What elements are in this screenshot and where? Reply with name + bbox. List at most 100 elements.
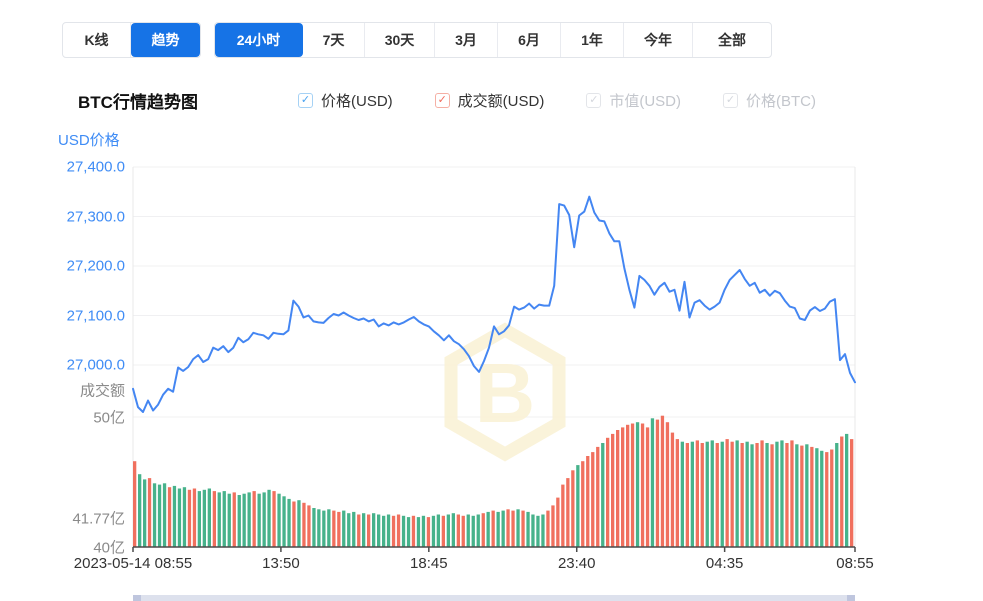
datazoom-right-handle[interactable] xyxy=(847,595,855,601)
volume-bar xyxy=(167,487,172,547)
volume-bar xyxy=(571,470,575,547)
volume-bar xyxy=(740,443,744,547)
tab-range-6[interactable]: 今年 xyxy=(624,23,693,57)
volume-bar xyxy=(695,440,699,547)
legend-item-1[interactable]: ✓ 成交额(USD) xyxy=(434,90,545,111)
volume-bar xyxy=(232,492,236,547)
volume-bar xyxy=(501,510,505,547)
price-tick-label: 27,400.0 xyxy=(66,158,125,176)
price-line-series xyxy=(132,195,856,413)
legend-item-2: ✓ 市值(USD) xyxy=(586,90,681,111)
checkbox-icon[interactable]: ✓ xyxy=(298,93,313,108)
volume-bar xyxy=(765,443,769,547)
time-tick-label: 18:45 xyxy=(410,555,448,572)
price-tick-label: 27,100.0 xyxy=(66,307,125,324)
checkbox-icon: ✓ xyxy=(723,93,739,108)
volume-bar xyxy=(441,515,445,547)
volume-bar xyxy=(138,474,142,547)
volume-bar xyxy=(566,478,570,547)
price-tick-label: 27,300.0 xyxy=(66,208,125,225)
watermark-logo-icon: B xyxy=(444,322,566,462)
volume-bar xyxy=(312,508,316,547)
volume-bar xyxy=(187,489,192,547)
volume-bar xyxy=(157,484,162,547)
volume-bar xyxy=(601,443,605,547)
legend-item-3: ✓ 价格(BTC) xyxy=(723,90,816,111)
volume-bar xyxy=(670,432,675,547)
volume-bar xyxy=(332,510,336,547)
tab-chart-type-1[interactable]: 趋势 xyxy=(131,23,200,57)
tab-range-4[interactable]: 6月 xyxy=(498,23,561,57)
volume-bar xyxy=(526,511,530,547)
tab-range-7[interactable]: 全部 xyxy=(718,32,746,48)
volume-bar xyxy=(725,439,729,547)
volume-bar xyxy=(162,483,167,547)
volume-bar xyxy=(581,461,585,547)
legend-label: 市值(USD) xyxy=(609,93,682,110)
volume-bar xyxy=(406,517,411,547)
tab-range-3[interactable]: 3月 xyxy=(435,23,498,57)
volume-bar xyxy=(606,437,610,547)
volume-bar xyxy=(416,517,421,547)
volume-bar xyxy=(466,514,470,547)
volume-bar xyxy=(805,444,809,547)
time-tick-label: 04:35 xyxy=(705,555,744,572)
volume-bar xyxy=(596,446,600,547)
price-axis-name: USD价格 xyxy=(58,132,120,149)
volume-bar xyxy=(556,497,560,547)
volume-bar xyxy=(267,489,271,547)
volume-bar xyxy=(640,423,645,547)
volume-bar xyxy=(461,515,465,547)
volume-bar xyxy=(680,441,684,547)
volume-tick-label: 50亿 xyxy=(93,409,125,427)
legend-item-0[interactable]: ✓ 价格(USD) xyxy=(298,90,393,111)
volume-bar xyxy=(780,440,784,547)
tab-range-5[interactable]: 1年 xyxy=(561,23,624,57)
volume-bar xyxy=(750,444,754,547)
volume-bar xyxy=(700,443,704,547)
tab-chart-type-0[interactable]: K线 xyxy=(63,23,131,57)
volume-bar xyxy=(277,493,281,547)
volume-bar xyxy=(506,509,510,547)
volume-bar xyxy=(770,444,774,547)
volume-bar xyxy=(476,514,480,547)
volume-bar xyxy=(446,514,450,547)
volume-bar xyxy=(845,433,849,547)
volume-bar xyxy=(591,452,595,547)
volume-bar xyxy=(795,444,799,547)
tab-range-2[interactable]: 30天 xyxy=(365,23,435,57)
series-legend: ✓ 价格(USD) ✓ 成交额(USD) ✓ 市值(USD) ✓ 价格(BTC) xyxy=(298,90,816,111)
volume-bar xyxy=(621,427,625,547)
tab-range-1[interactable]: 7天 xyxy=(303,23,365,57)
volume-bar xyxy=(785,443,789,547)
volume-bar xyxy=(386,514,391,547)
volume-bar xyxy=(810,446,814,547)
volume-bar xyxy=(690,441,694,547)
legend-label: 成交额(USD) xyxy=(457,93,545,110)
datazoom-scrollbar[interactable] xyxy=(133,595,855,601)
volume-bar xyxy=(645,427,650,547)
volume-bar xyxy=(715,443,719,547)
volume-bar xyxy=(367,514,371,547)
volume-bar xyxy=(212,491,216,547)
volume-bar xyxy=(790,440,794,547)
checkbox-icon[interactable]: ✓ xyxy=(434,93,450,108)
volume-bar xyxy=(630,423,635,547)
volume-bar xyxy=(616,430,620,547)
volume-bar xyxy=(536,515,540,547)
volume-bar xyxy=(496,511,500,547)
chart-type-tab-group: K线 趋势 xyxy=(62,22,201,58)
volume-bar xyxy=(237,495,241,547)
time-tick-label: 2023-05-14 08:55 xyxy=(73,555,193,572)
volume-bar xyxy=(586,456,590,547)
volume-bar xyxy=(626,424,630,547)
volume-bar xyxy=(840,436,844,547)
tab-range-0[interactable]: 24小时 xyxy=(215,23,303,57)
volume-bar xyxy=(486,511,490,547)
time-tick-label: 23:40 xyxy=(557,555,596,572)
volume-bar xyxy=(760,440,764,547)
legend-label: 价格(USD) xyxy=(321,93,393,110)
volume-bar xyxy=(302,502,306,547)
datazoom-left-handle[interactable] xyxy=(133,595,141,601)
